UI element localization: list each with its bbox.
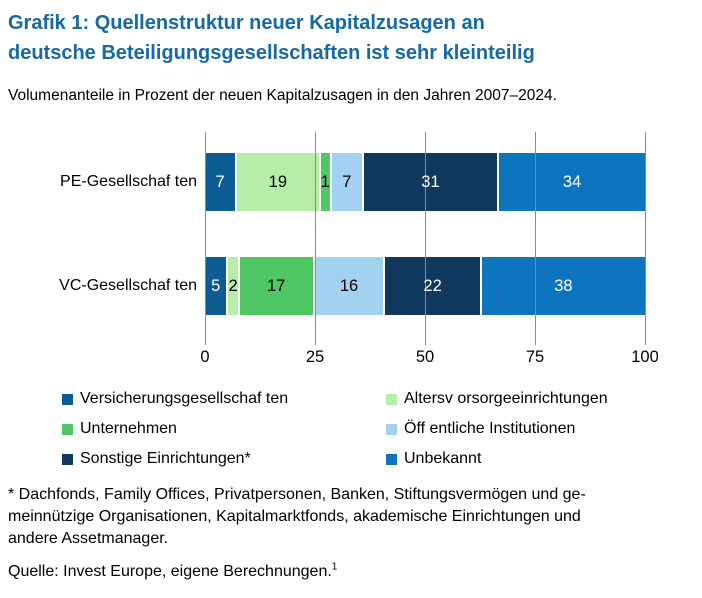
bar-segment-versicherungsgesellschaften: 5 bbox=[205, 257, 229, 315]
legend-color-swatch bbox=[386, 453, 397, 465]
bar-segment-unternehmen: 17 bbox=[239, 257, 315, 315]
bar-segment-öffentliche-institutionen: 16 bbox=[314, 257, 386, 315]
legend: Versicherungsgesellschaf ten Altersv orso… bbox=[62, 384, 608, 474]
bar-segment-value: 38 bbox=[554, 276, 573, 295]
legend-label: Sonstige Einrichtungen* bbox=[80, 450, 251, 467]
bar-segment-value: 16 bbox=[339, 276, 359, 295]
footnote-line: * Dachfonds, Family Offices, Privatperso… bbox=[8, 486, 586, 503]
bar-segment-altersvorsorgeeinrichtungen: 19 bbox=[237, 153, 321, 211]
legend-label: Versicherungsgesellschaf ten bbox=[80, 390, 289, 407]
bar-segment-value: 19 bbox=[268, 172, 288, 191]
bar-segment-value: 2 bbox=[228, 276, 238, 295]
bar-segment-öffentliche-institutionen: 7 bbox=[331, 153, 364, 211]
bar-segment-unbekannt: 34 bbox=[499, 153, 646, 211]
figure-title-line2: deutsche Beteiligungsgesellschaften ist … bbox=[8, 42, 535, 64]
figure-title: Grafik 1: Quellenstruktur neuer Kapitalz… bbox=[8, 8, 628, 68]
legend-item: Unternehmen bbox=[62, 414, 386, 444]
footnote: * Dachfonds, Family Offices, Privatperso… bbox=[8, 484, 688, 550]
x-axis-tick-label: 100 bbox=[631, 348, 659, 366]
gridline bbox=[424, 132, 426, 345]
legend-item: Altersv orsorgeeinrichtungen bbox=[386, 384, 608, 414]
source-line: Quelle: Invest Europe, eigene Berechnung… bbox=[8, 561, 688, 583]
legend-item: Öff entliche Institutionen bbox=[386, 414, 608, 444]
bar-segment-value: 5 bbox=[211, 276, 221, 295]
bar-segment-value: 34 bbox=[562, 172, 582, 191]
source-text: Quelle: Invest Europe, eigene Berechnung… bbox=[8, 563, 332, 580]
bar-segment-unternehmen: 1 bbox=[320, 153, 332, 211]
figure-subtitle: Volumenanteile in Prozent der neuen Kapi… bbox=[8, 87, 557, 104]
footnote-line: andere Assetmanager. bbox=[8, 530, 169, 547]
bar-segment-value: 31 bbox=[421, 172, 440, 191]
legend-item: Unbekannt bbox=[386, 444, 608, 474]
gridline bbox=[314, 132, 316, 345]
bar-segment-versicherungsgesellschaften: 7 bbox=[205, 153, 238, 211]
source-footnote-marker: 1 bbox=[331, 561, 338, 573]
footnote-line: meinnützige Organisationen, Kapitalmarkt… bbox=[8, 508, 581, 525]
figure-title-line1: Grafik 1: Quellenstruktur neuer Kapitalz… bbox=[8, 12, 485, 34]
legend-color-swatch bbox=[62, 423, 73, 435]
legend-label: Altersv orsorgeeinrichtungen bbox=[404, 390, 608, 407]
bar-segment-value: 1 bbox=[320, 172, 330, 191]
gridline bbox=[204, 132, 206, 345]
gridline bbox=[644, 132, 646, 345]
bar-segment-value: 22 bbox=[423, 276, 442, 295]
legend-label: Unternehmen bbox=[80, 420, 177, 437]
legend-label: Unbekannt bbox=[404, 450, 482, 467]
legend-item: Sonstige Einrichtungen* bbox=[62, 444, 386, 474]
bar-segment-altersvorsorgeeinrichtungen: 2 bbox=[228, 257, 240, 315]
bar-segment-value: 7 bbox=[215, 172, 225, 191]
category-label-vc: VC-Gesellschaf ten bbox=[59, 277, 197, 294]
bar-segment-sonstige-einrichtungen-: 22 bbox=[385, 257, 482, 315]
legend-color-swatch bbox=[62, 393, 73, 405]
bar-pe-gesellschaften: 7 19 1 7 31 34 bbox=[205, 153, 646, 211]
legend-color-swatch bbox=[386, 393, 397, 405]
plot-area: 7 19 1 7 31 34 5 2 17 16 22 38 bbox=[204, 132, 646, 345]
gridline bbox=[534, 132, 536, 345]
bar-segment-value: 7 bbox=[342, 172, 352, 191]
bar-segment-unbekannt: 38 bbox=[481, 257, 645, 315]
legend-color-swatch bbox=[386, 423, 397, 435]
category-label-pe: PE-Gesellschaf ten bbox=[60, 173, 197, 190]
x-axis-tick-label: 50 bbox=[415, 348, 435, 366]
legend-label: Öff entliche Institutionen bbox=[404, 420, 576, 437]
bar-vc-gesellschaften: 5 2 17 16 22 38 bbox=[205, 257, 645, 315]
x-axis-tick-label: 0 bbox=[200, 348, 210, 366]
legend-item: Versicherungsgesellschaf ten bbox=[62, 384, 386, 414]
bar-segment-value: 17 bbox=[266, 276, 286, 295]
x-axis-tick-label: 25 bbox=[305, 348, 325, 366]
legend-color-swatch bbox=[62, 453, 73, 465]
x-axis-tick-label: 75 bbox=[525, 348, 545, 366]
bar-segment-sonstige-einrichtungen-: 31 bbox=[363, 153, 500, 211]
